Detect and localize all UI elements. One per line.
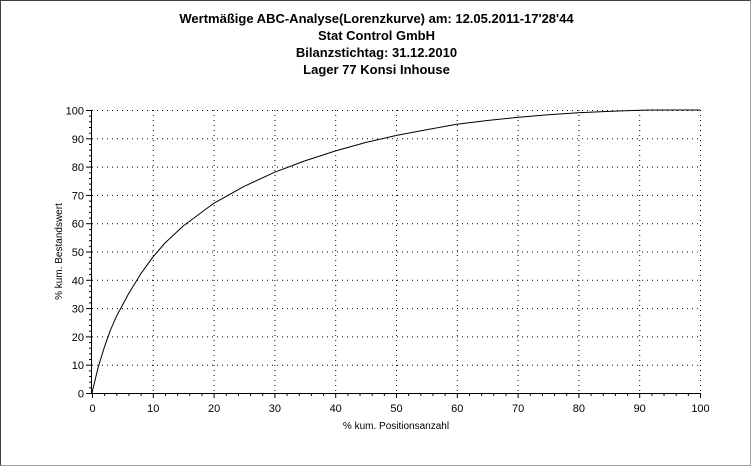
ticks: 0 10 20 30 40 50 60 70 80 90 100 0 10 20 30 40 50 60 70 80 9… bbox=[66, 106, 710, 416]
y-tick-label: 40 bbox=[72, 275, 84, 287]
y-tick-label: 0 bbox=[78, 389, 84, 401]
y-tick-label: 100 bbox=[66, 106, 84, 118]
chart-title: Wertmäßige ABC-Analyse(Lorenzkurve) am: … bbox=[179, 11, 574, 26]
y-tick-label: 70 bbox=[72, 190, 84, 202]
y-axis-label: % kum. Bestandswert bbox=[54, 203, 65, 300]
lorenz-curve-line bbox=[91, 109, 700, 394]
x-tick-label: 80 bbox=[573, 403, 585, 415]
x-tick-label: 40 bbox=[330, 403, 342, 415]
y-tick-label: 90 bbox=[72, 134, 84, 146]
y-tick-label: 80 bbox=[72, 162, 84, 174]
y-tick-label: 60 bbox=[72, 219, 84, 231]
x-tick-label: 20 bbox=[208, 403, 220, 415]
series-layer bbox=[91, 109, 700, 394]
y-tick-label: 50 bbox=[72, 247, 84, 259]
warehouse-name: Lager 77 Konsi Inhouse bbox=[303, 62, 450, 77]
x-tick-label: 30 bbox=[269, 403, 281, 415]
x-tick-label: 60 bbox=[451, 403, 463, 415]
x-tick-label: 100 bbox=[691, 403, 709, 415]
x-tick-label: 90 bbox=[634, 403, 646, 415]
y-tick-label: 20 bbox=[72, 332, 84, 344]
x-tick-label: 50 bbox=[390, 403, 402, 415]
y-tick-label: 30 bbox=[72, 304, 84, 316]
grid bbox=[92, 110, 701, 393]
balance-date: Bilanzstichtag: 31.12.2010 bbox=[295, 45, 458, 60]
x-tick-label: 70 bbox=[512, 403, 524, 415]
company-name: Stat Control GmbH bbox=[318, 28, 435, 43]
x-tick-label: 10 bbox=[147, 403, 159, 415]
y-tick-label: 10 bbox=[72, 360, 84, 372]
x-tick-label: 0 bbox=[89, 403, 95, 415]
x-axis-label: % kum. Positionsanzahl bbox=[343, 421, 449, 432]
